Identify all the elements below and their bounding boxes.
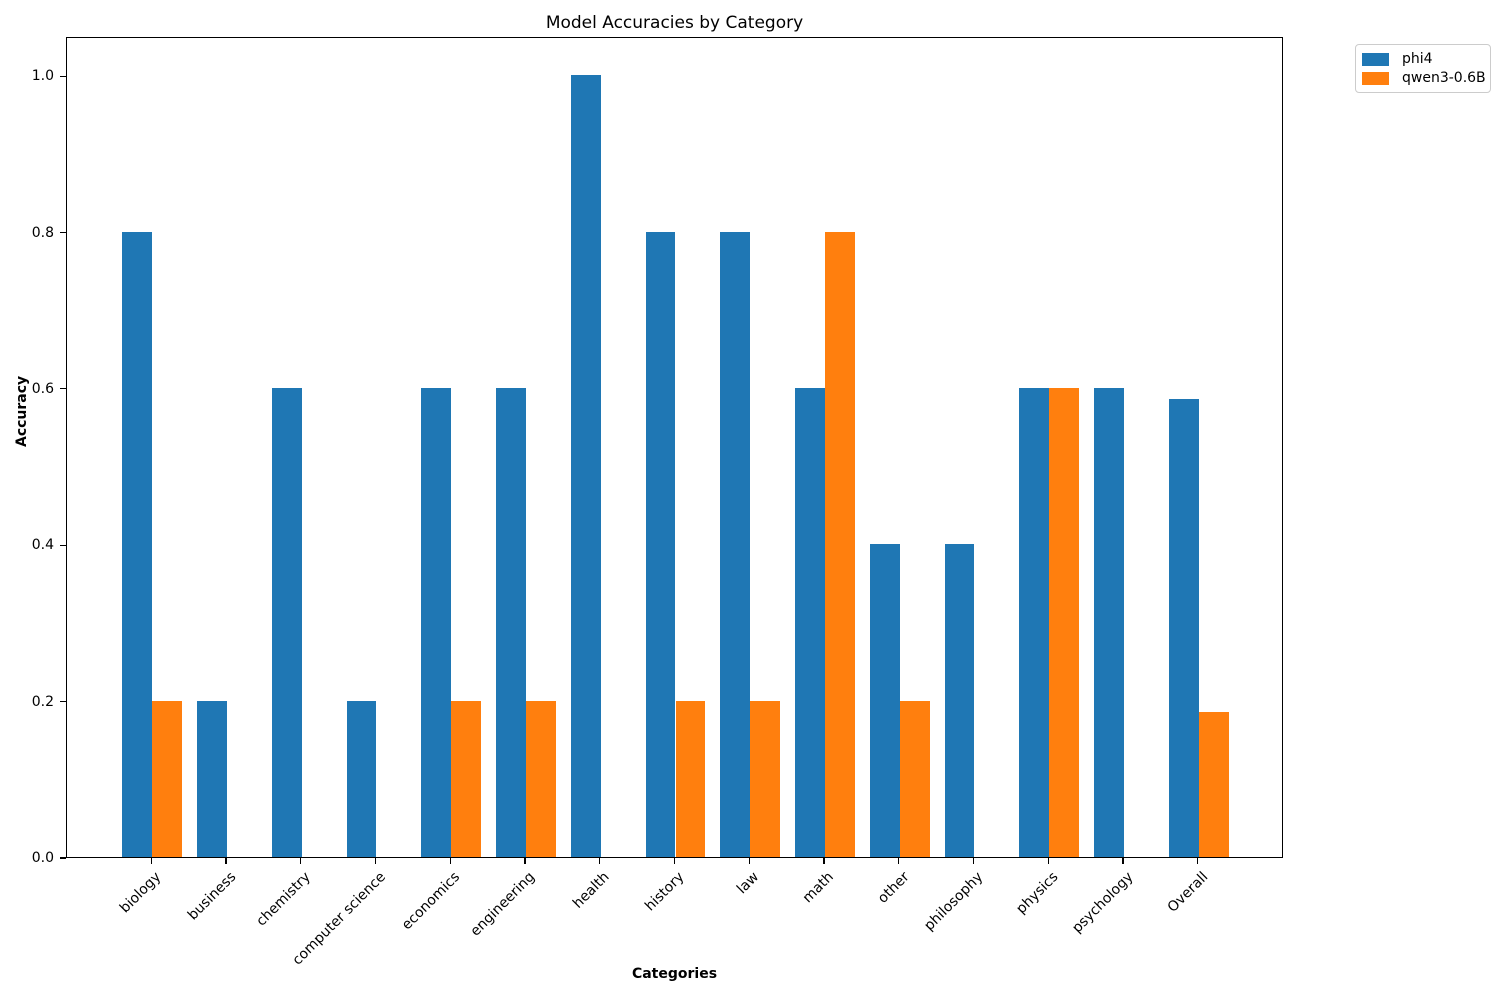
bar-phi4-health bbox=[570, 75, 601, 857]
bar-qwen3-0.6B-history bbox=[675, 700, 706, 857]
legend-label: phi4 bbox=[1402, 51, 1433, 67]
y-tick-label: 0.8 bbox=[31, 224, 54, 241]
y-tick-mark bbox=[60, 75, 66, 77]
x-tick-mark bbox=[225, 858, 227, 864]
x-tick-label: history bbox=[642, 869, 688, 915]
x-tick-label: health bbox=[570, 869, 614, 912]
y-tick-label: 0.4 bbox=[31, 537, 54, 554]
x-tick-label: other bbox=[874, 869, 913, 907]
x-tick-label: physics bbox=[1013, 869, 1062, 918]
bar-qwen3-0.6B-math bbox=[825, 231, 855, 857]
x-tick-label: Overall bbox=[1164, 869, 1212, 916]
chart-title: Model Accuracies by Category bbox=[545, 13, 804, 33]
x-tick-mark bbox=[524, 858, 526, 864]
y-axis-label: Accuracy bbox=[14, 375, 30, 447]
bar-qwen3-0.6B-physics bbox=[1049, 387, 1080, 857]
x-tick-mark bbox=[972, 858, 975, 864]
x-tick-mark bbox=[300, 858, 302, 864]
bar-phi4-business bbox=[197, 700, 227, 857]
legend-swatch-icon bbox=[1362, 71, 1389, 85]
x-tick-label: chemistry bbox=[253, 869, 315, 930]
bar-phi4-Overall bbox=[1168, 399, 1199, 857]
bar-qwen3-0.6B-engineering bbox=[526, 700, 556, 857]
y-tick-label: 0.2 bbox=[31, 693, 54, 710]
bar-phi4-psychology bbox=[1094, 387, 1124, 857]
legend-swatch-icon bbox=[1362, 52, 1389, 66]
plot-area bbox=[66, 37, 1283, 858]
bar-phi4-other bbox=[869, 544, 900, 857]
bar-phi4-law bbox=[720, 231, 751, 857]
bar-phi4-chemistry bbox=[271, 387, 302, 857]
y-tick-mark bbox=[60, 231, 66, 234]
x-tick-mark bbox=[374, 858, 377, 864]
bar-qwen3-0.6B-other bbox=[899, 700, 930, 857]
x-tick-mark bbox=[748, 858, 750, 864]
y-tick-label: 0.6 bbox=[31, 380, 54, 397]
legend-label: qwen3-0.6B bbox=[1402, 70, 1486, 86]
x-tick-mark bbox=[1197, 858, 1199, 864]
x-tick-mark bbox=[449, 858, 451, 864]
x-tick-mark bbox=[673, 858, 676, 864]
bar-phi4-biology bbox=[122, 231, 153, 857]
x-tick-label: law bbox=[734, 869, 763, 898]
y-tick-label: 1.0 bbox=[31, 68, 54, 85]
legend-entry-qwen3-0.6B: qwen3-0.6B bbox=[1362, 70, 1486, 86]
x-tick-label: philosophy bbox=[921, 869, 987, 935]
bars-layer bbox=[67, 38, 1282, 857]
bar-phi4-engineering bbox=[496, 387, 526, 857]
bar-phi4-math bbox=[795, 387, 825, 857]
x-tick-mark bbox=[823, 858, 825, 864]
bar-phi4-physics bbox=[1019, 387, 1050, 857]
x-tick-mark bbox=[150, 858, 152, 864]
bar-phi4-history bbox=[645, 231, 676, 857]
legend-entry-phi4: phi4 bbox=[1362, 51, 1482, 67]
x-tick-mark bbox=[599, 858, 601, 864]
x-axis-label: Categories bbox=[631, 966, 718, 982]
x-tick-label: biology bbox=[117, 869, 165, 917]
x-tick-mark bbox=[1122, 858, 1124, 864]
x-tick-mark bbox=[1047, 858, 1049, 864]
y-tick-mark bbox=[60, 857, 66, 859]
y-tick-label: 0.0 bbox=[31, 850, 54, 866]
bar-phi4-computer-science bbox=[346, 700, 377, 857]
x-tick-label: economics bbox=[399, 869, 464, 934]
x-tick-label: business bbox=[184, 869, 240, 924]
bar-qwen3-0.6B-economics bbox=[451, 700, 482, 857]
bar-phi4-economics bbox=[421, 387, 452, 857]
x-tick-label: math bbox=[800, 869, 838, 907]
bar-qwen3-0.6B-law bbox=[750, 700, 781, 857]
x-tick-label: engineering bbox=[467, 869, 539, 940]
x-tick-mark bbox=[898, 858, 900, 864]
y-tick-mark bbox=[60, 701, 66, 703]
bar-phi4-philosophy bbox=[944, 544, 975, 857]
bar-qwen3-0.6B-biology bbox=[152, 700, 183, 857]
bar-qwen3-0.6B-Overall bbox=[1198, 711, 1229, 857]
y-tick-mark bbox=[60, 388, 66, 390]
legend: phi4 qwen3-0.6B bbox=[1355, 44, 1491, 93]
x-tick-label: psychology bbox=[1068, 869, 1137, 937]
y-tick-mark bbox=[60, 544, 66, 546]
